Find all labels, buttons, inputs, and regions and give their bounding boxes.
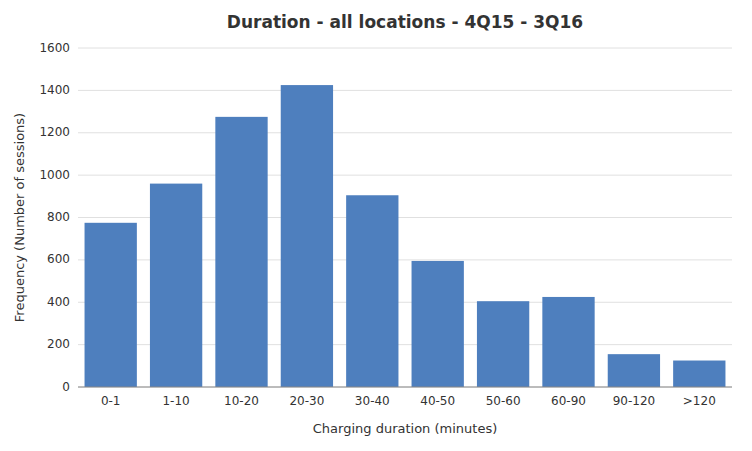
grid-line xyxy=(78,48,732,49)
y-tick-label: 200 xyxy=(47,337,70,351)
grid-line xyxy=(78,90,732,91)
x-axis: 0-1 1-10 10-20 20-30 30-40 40-50 50-60 60-90 90-… xyxy=(78,387,732,408)
chart-svg: 0 200 400 600 800 1000 1200 1400 1600 0-1 1-10 10-2… xyxy=(0,0,752,451)
chart-title: Duration - all locations - 4Q15 - 3Q16 xyxy=(227,12,583,32)
x-tick-label: 0-1 xyxy=(101,394,121,408)
y-tick-label: 1200 xyxy=(39,125,70,139)
bar xyxy=(150,184,202,387)
x-tick-label: 10-20 xyxy=(224,394,259,408)
x-axis-line xyxy=(78,387,732,388)
y-tick-label: 1600 xyxy=(39,41,70,55)
bar xyxy=(215,117,267,387)
grid-line xyxy=(78,175,732,176)
y-axis-label: Frequency (Number of sessions) xyxy=(12,113,27,322)
y-grid xyxy=(78,48,732,387)
x-axis-label: Charging duration (minutes) xyxy=(313,421,498,436)
bar xyxy=(281,85,333,387)
bar xyxy=(346,195,398,387)
y-tick-label: 600 xyxy=(47,252,70,266)
grid-line xyxy=(78,132,732,133)
x-tick-label: 1-10 xyxy=(162,394,189,408)
y-tick-label: 0 xyxy=(62,380,70,394)
bars xyxy=(85,85,726,387)
y-tick-label: 800 xyxy=(47,210,70,224)
y-tick-label: 1000 xyxy=(39,168,70,182)
x-tick-label: 90-120 xyxy=(613,394,656,408)
x-tick-label: 60-90 xyxy=(551,394,586,408)
x-tick-label: 40-50 xyxy=(420,394,455,408)
y-tick-label: 1400 xyxy=(39,83,70,97)
bar xyxy=(85,223,137,387)
y-axis: 0 200 400 600 800 1000 1200 1400 1600 xyxy=(39,41,70,394)
bar xyxy=(412,261,464,387)
grid-line xyxy=(78,387,732,388)
bar xyxy=(673,361,725,387)
x-tick-label: >120 xyxy=(683,394,716,408)
x-tick-label: 50-60 xyxy=(486,394,521,408)
y-tick-label: 400 xyxy=(47,295,70,309)
bar xyxy=(542,297,594,387)
bar xyxy=(608,354,660,387)
bar xyxy=(477,301,529,387)
x-tick-label: 30-40 xyxy=(355,394,390,408)
x-tick-label: 20-30 xyxy=(289,394,324,408)
chart-container: 0 200 400 600 800 1000 1200 1400 1600 0-1 1-10 10-2… xyxy=(0,0,752,451)
